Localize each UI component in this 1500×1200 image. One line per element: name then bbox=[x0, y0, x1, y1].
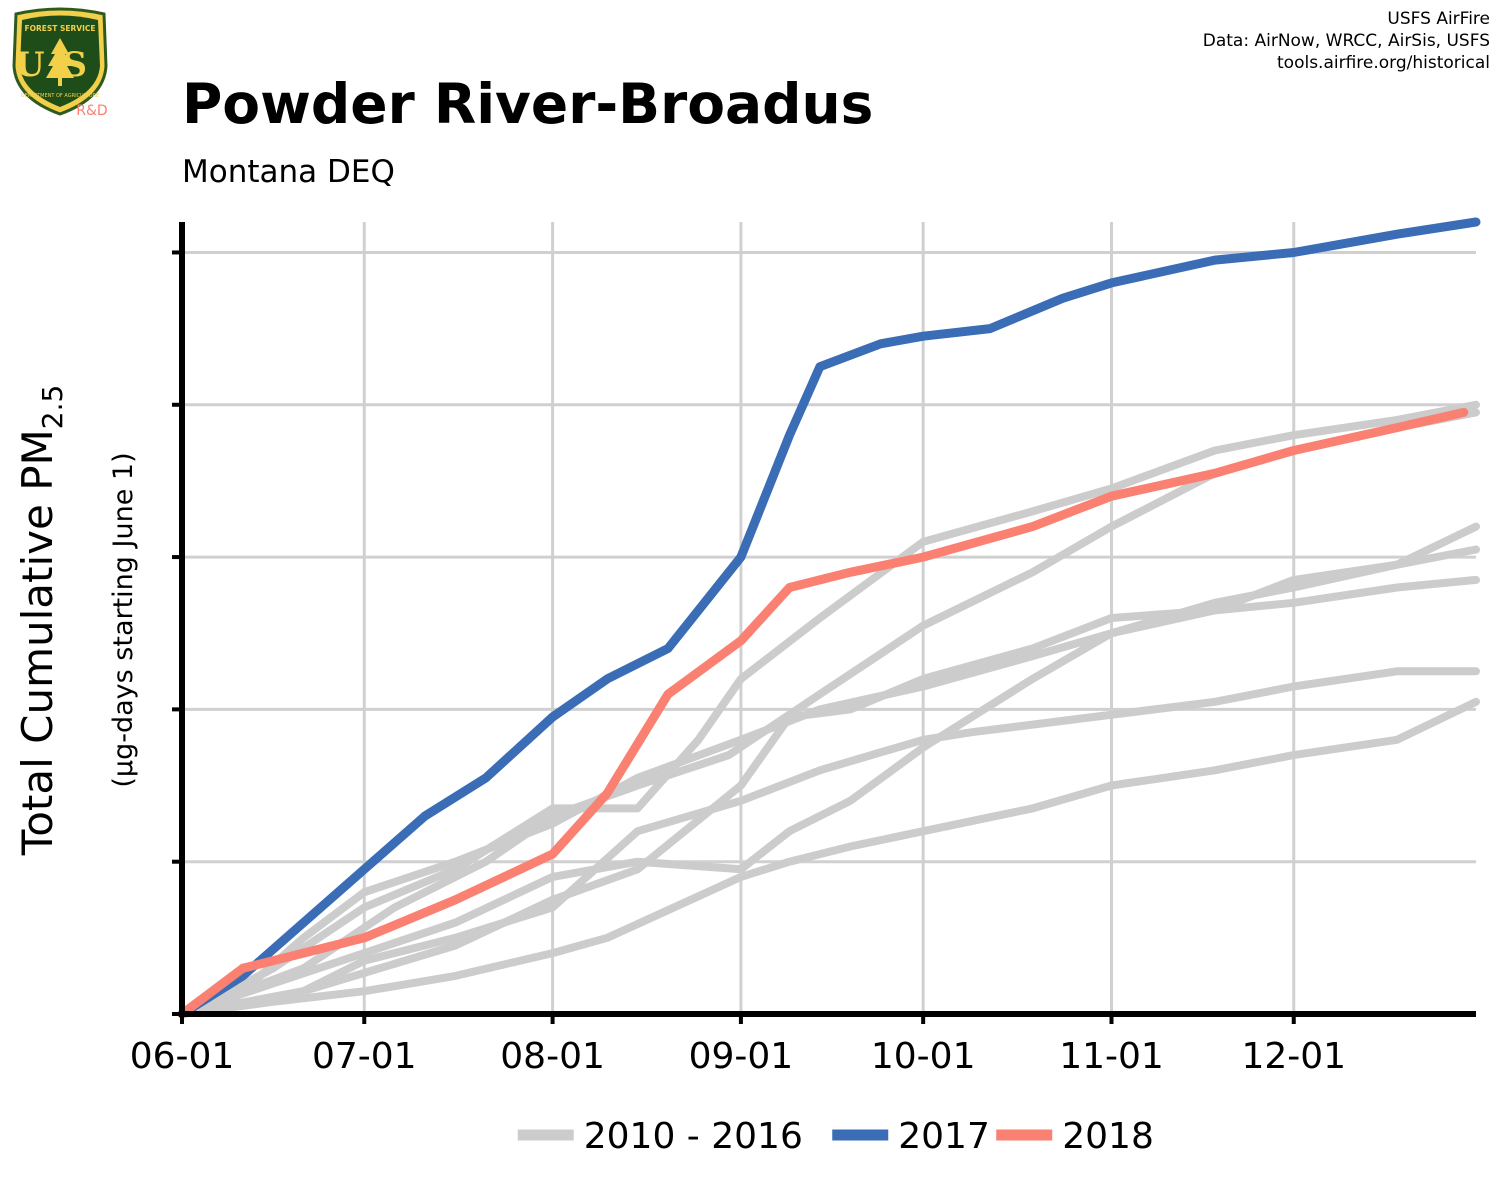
x-tick-label-06-01: 06-01 bbox=[130, 1036, 235, 1077]
y-axis-label-subscript: 2.5 bbox=[36, 385, 69, 430]
chart-title: Powder River-Broadus bbox=[182, 72, 874, 136]
chart-grid bbox=[182, 222, 1476, 1014]
chart-axes bbox=[172, 222, 1476, 1024]
y-axis-units: (µg-days starting June 1) bbox=[108, 452, 139, 787]
x-tick-label-09-01: 09-01 bbox=[689, 1036, 794, 1077]
chart-subtitle: Montana DEQ bbox=[182, 154, 395, 190]
series-line-historical-4 bbox=[178, 545, 1480, 1018]
series-line-historical-2 bbox=[178, 400, 1480, 1018]
series-line-2017-7 bbox=[177, 217, 1481, 1019]
y-axis-label-main: Total Cumulative PM bbox=[13, 429, 62, 856]
x-tick-label-12-01: 12-01 bbox=[1241, 1036, 1346, 1077]
credit-line-3: tools.airfire.org/historical bbox=[1277, 53, 1490, 73]
legend-label-2: 2018 bbox=[1062, 1116, 1154, 1157]
series-line-historical-1 bbox=[178, 667, 1480, 1018]
x-tick-label-07-01: 07-01 bbox=[312, 1036, 417, 1077]
x-tick-label-08-01: 08-01 bbox=[500, 1036, 605, 1077]
chart-series bbox=[177, 217, 1481, 1019]
series-line-historical-0 bbox=[178, 697, 1480, 1018]
x-tick-label-10-01: 10-01 bbox=[871, 1036, 976, 1077]
credit-line-1: USFS AirFire bbox=[1387, 9, 1490, 29]
legend-label-0: 2010 - 2016 bbox=[584, 1116, 803, 1157]
credit-line-2: Data: AirNow, WRCC, AirSis, USFS bbox=[1202, 31, 1490, 51]
chart-legend: 2010 - 2016 2017 2018 bbox=[517, 1116, 1154, 1157]
data-credits: USFS AirFire Data: AirNow, WRCC, AirSis,… bbox=[1203, 8, 1490, 74]
series-line-historical-5 bbox=[178, 522, 1480, 1018]
x-tick-label-11-01: 11-01 bbox=[1059, 1036, 1164, 1077]
tree-icon bbox=[46, 38, 74, 78]
logo-bottom-text: DEPARTMENT OF AGRICULTURE bbox=[21, 93, 99, 99]
rd-label: R&D bbox=[76, 103, 107, 118]
logo-top-text: FOREST SERVICE bbox=[24, 24, 95, 33]
y-axis-label: Total Cumulative PM2.5 bbox=[13, 385, 69, 857]
series-line-2018-8 bbox=[177, 407, 1469, 1019]
usfs-shield-icon: FOREST SERVICE US DEPARTMENT OF AGRICULT… bbox=[12, 7, 108, 119]
legend-label-1: 2017 bbox=[898, 1116, 990, 1157]
forest-service-logo: FOREST SERVICE US DEPARTMENT OF AGRICULT… bbox=[6, 6, 114, 119]
x-axis-ticks: 06-01 07-01 08-01 09-01 10-01 11-01 12-01 bbox=[130, 1036, 1346, 1077]
